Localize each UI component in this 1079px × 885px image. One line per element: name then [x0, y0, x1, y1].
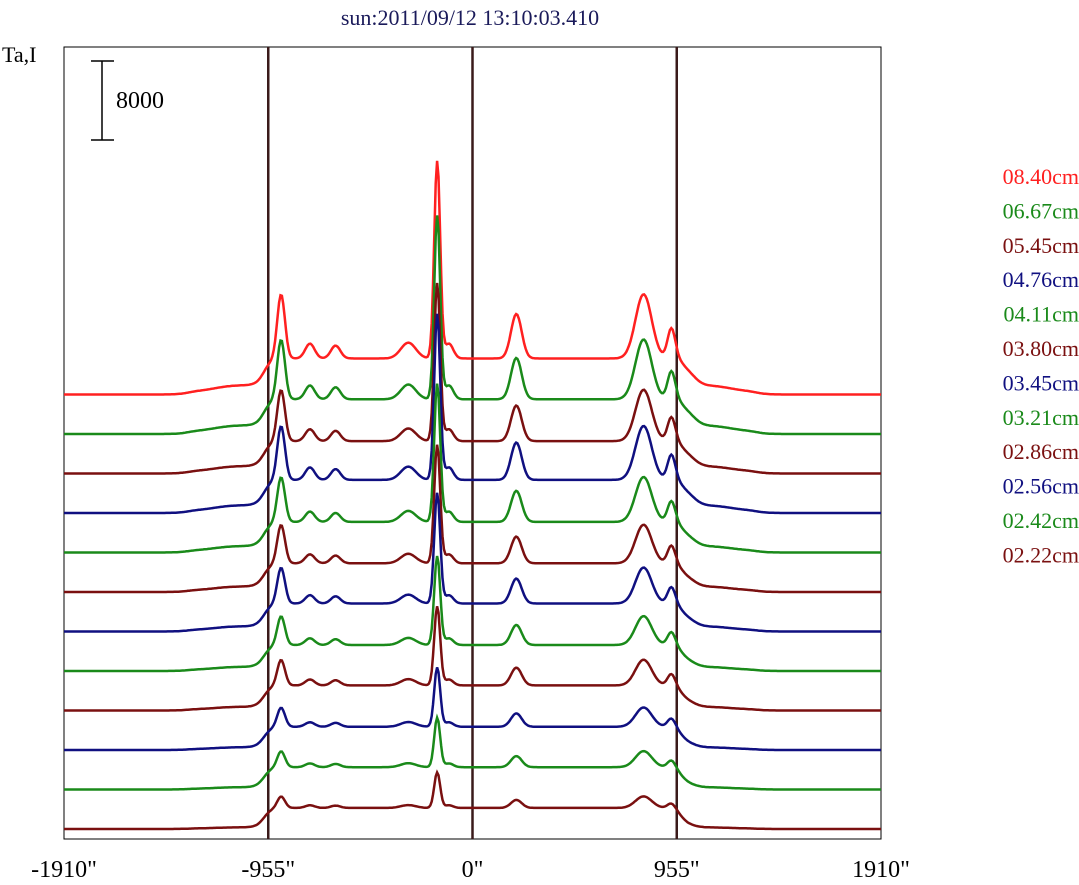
series-line-03.21cm [64, 555, 881, 673]
x-tick-label-4: 1910" [852, 857, 910, 883]
legend-entry-02.42cm: 02.42cm [1003, 508, 1079, 533]
y-axis-label: Ta,I [2, 42, 37, 67]
legend-entry-04.76cm: 04.76cm [1003, 267, 1079, 292]
series-line-03.80cm [64, 444, 881, 594]
legend-entry-04.11cm: 04.11cm [1003, 302, 1079, 327]
series-line-08.40cm [64, 160, 881, 396]
scale-bar: 8000 [91, 60, 164, 141]
series-line-04.11cm [64, 383, 881, 554]
scale-bar-label: 8000 [116, 88, 164, 114]
series-line-04.76cm [64, 313, 881, 515]
x-tick-label-0: -1910" [31, 857, 97, 883]
series-line-02.42cm [64, 713, 881, 791]
series-line-02.56cm [64, 667, 881, 752]
legend-entry-03.80cm: 03.80cm [1003, 336, 1079, 361]
x-tick-label-3: 955" [654, 857, 700, 883]
legend: 08.40cm 06.67cm 05.45cm 04.76cm 04.11cm 03.80… [1003, 164, 1079, 567]
series-line-06.67cm [64, 215, 881, 436]
legend-entry-02.22cm: 02.22cm [1003, 542, 1079, 567]
series-layer [64, 160, 881, 831]
vertical-marker-lines [267, 47, 678, 839]
legend-entry-08.40cm: 08.40cm [1003, 164, 1079, 189]
legend-entry-03.45cm: 03.45cm [1003, 370, 1079, 395]
legend-entry-02.56cm: 02.56cm [1003, 474, 1079, 499]
legend-entry-05.45cm: 05.45cm [1003, 233, 1079, 258]
legend-entry-06.67cm: 06.67cm [1003, 198, 1079, 223]
series-line-05.45cm [64, 282, 881, 475]
chart-title: sun:2011/09/12 13:10:03.410 [341, 5, 599, 30]
legend-entry-03.21cm: 03.21cm [1003, 405, 1079, 430]
x-tick-label-2: 0" [462, 857, 484, 883]
legend-entry-02.86cm: 02.86cm [1003, 439, 1079, 464]
x-tick-label-1: -955" [241, 857, 295, 883]
series-line-02.22cm [64, 769, 881, 831]
x-tick-labels: -1910" -955" 0" 955" 1910" [31, 857, 910, 883]
series-line-02.86cm [64, 606, 881, 712]
series-line-03.45cm [64, 492, 881, 633]
